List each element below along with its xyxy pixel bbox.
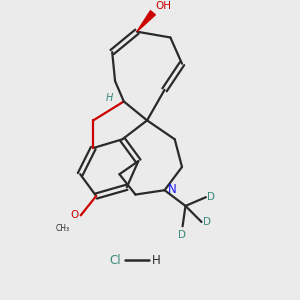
Text: H: H (152, 254, 161, 266)
Polygon shape (137, 11, 155, 32)
Text: N: N (167, 183, 176, 196)
Text: D: D (178, 230, 186, 240)
Text: CH₃: CH₃ (56, 224, 70, 233)
Text: O: O (70, 210, 79, 220)
Text: OH: OH (155, 1, 171, 11)
Text: Cl: Cl (109, 254, 121, 266)
Text: D: D (207, 192, 215, 202)
Text: H: H (106, 93, 113, 103)
Text: D: D (203, 217, 211, 227)
